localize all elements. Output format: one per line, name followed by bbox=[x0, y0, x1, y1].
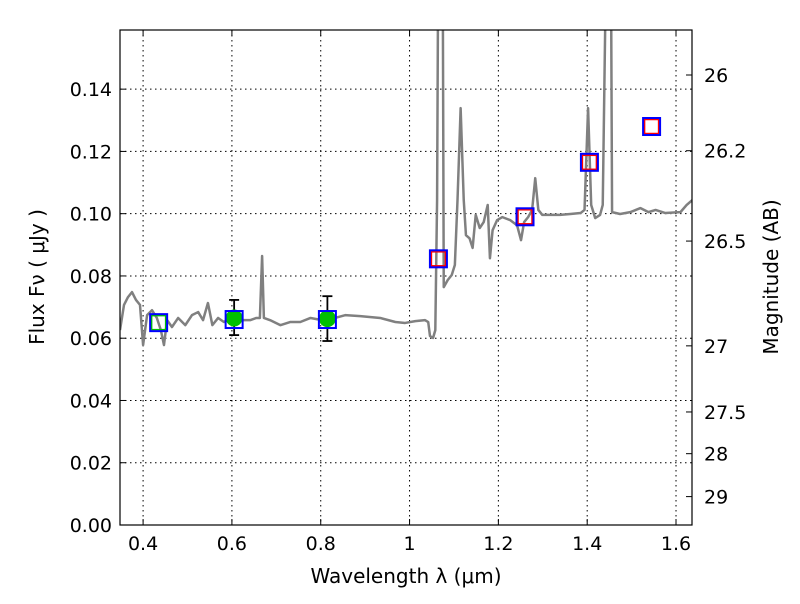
x-tick-label: 0.8 bbox=[306, 533, 336, 555]
y-tick-label: 0.06 bbox=[70, 328, 112, 350]
y-axis-label: Flux Fν ( μJy ) bbox=[25, 209, 49, 345]
y-tick-label: 0.08 bbox=[70, 266, 112, 288]
model-photometry-marker bbox=[149, 313, 169, 333]
inner-marker bbox=[643, 118, 660, 135]
y2-tick-label: 26.5 bbox=[704, 231, 746, 253]
y-tick-label: 0.02 bbox=[70, 453, 112, 475]
y2-tick-label: 29 bbox=[704, 487, 728, 509]
x-tick-label: 1.2 bbox=[483, 533, 513, 555]
x-tick-label: 1.6 bbox=[661, 533, 691, 555]
y-tick-label: 0.00 bbox=[70, 515, 112, 537]
inner-marker bbox=[517, 209, 533, 225]
model-photometry-marker bbox=[579, 152, 599, 172]
inner-marker bbox=[430, 251, 447, 267]
spectrum-line bbox=[120, 30, 692, 347]
y2-axis-label: Magnitude (AB) bbox=[759, 199, 783, 354]
y2-tick-label: 27 bbox=[704, 336, 728, 358]
y-tick-label: 0.14 bbox=[70, 79, 112, 101]
model-photometry-marker bbox=[224, 310, 244, 330]
y2-tick-label: 26.2 bbox=[704, 141, 746, 163]
ticks: 0.4 0.6 0.8 1 1.2 1.4 1.6 0.00 0.02 0.04 0.06 0.08 0… bbox=[70, 30, 746, 555]
plot-area bbox=[120, 30, 692, 347]
model-photometry-marker bbox=[428, 249, 448, 269]
x-tick-label: 1 bbox=[404, 533, 416, 555]
model-photometry-marker bbox=[317, 310, 337, 330]
x-tick-label: 0.6 bbox=[217, 533, 247, 555]
inner-marker bbox=[150, 314, 167, 331]
y2-tick-label: 27.5 bbox=[704, 402, 746, 424]
y2-tick-label: 26 bbox=[704, 65, 728, 87]
y-tick-label: 0.12 bbox=[70, 141, 112, 163]
x-tick-label: 1.4 bbox=[572, 533, 602, 555]
x-axis-label: Wavelength λ (μm) bbox=[310, 564, 501, 588]
observed-point bbox=[225, 309, 243, 327]
y-tick-label: 0.04 bbox=[70, 390, 112, 412]
axes-frame bbox=[119, 29, 693, 526]
y2-tick-label: 28 bbox=[704, 444, 728, 466]
model-photometry-marker bbox=[515, 207, 535, 227]
observed-point bbox=[318, 310, 336, 328]
model-photometry-marker bbox=[642, 117, 662, 137]
inner-marker bbox=[581, 154, 598, 171]
grid bbox=[120, 30, 692, 526]
y-tick-label: 0.10 bbox=[70, 204, 112, 226]
x-tick-label: 0.4 bbox=[128, 533, 158, 555]
